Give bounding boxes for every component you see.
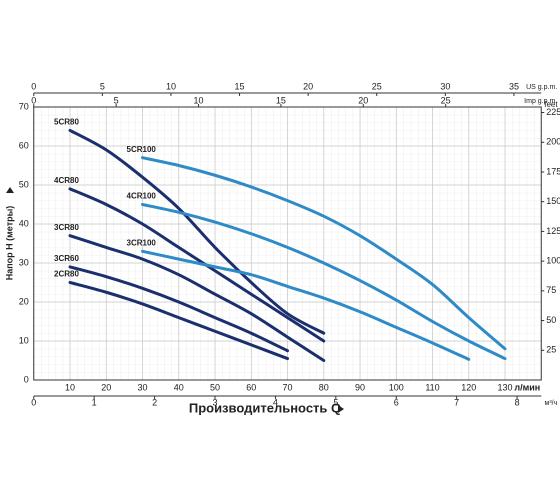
x-tick-label: 10 <box>65 382 75 392</box>
x-tick-label: 50 <box>210 382 220 392</box>
x-tick-label: 90 <box>355 382 365 392</box>
y-tick-label: 50 <box>19 179 29 189</box>
x-axis-label: Производительность Q <box>189 400 341 415</box>
y-tick-label: 60 <box>19 140 29 150</box>
axis-label: US g.p.m. <box>526 84 557 91</box>
series-label: 5CR100 <box>127 145 157 154</box>
arrow <box>6 187 14 193</box>
x-tick-label: 130 <box>497 382 512 392</box>
tick-label: 175 <box>546 166 560 176</box>
tick-label: 225 <box>546 107 560 117</box>
y-axis-label: Напор H (метры) <box>4 206 14 281</box>
x-tick-label: 80 <box>319 382 329 392</box>
curve <box>141 156 507 351</box>
tick-label: 25 <box>372 81 382 91</box>
x-tick-label: 120 <box>461 382 476 392</box>
tick-label: 15 <box>235 81 245 91</box>
tick-label: 2 <box>152 397 157 407</box>
tick-label: 5 <box>114 95 119 105</box>
tick-label: 7 <box>454 397 459 407</box>
tick-label: 50 <box>546 315 556 325</box>
tick-label: 200 <box>546 137 560 147</box>
curve <box>141 203 507 361</box>
tick-label: 15 <box>276 95 286 105</box>
x-tick-label: 30 <box>137 382 147 392</box>
tick-label: 10 <box>194 95 204 105</box>
tick-label: 4 <box>273 397 278 407</box>
tick-label: 6 <box>394 397 399 407</box>
tick-label: 25 <box>546 345 556 355</box>
y-tick-label: 70 <box>19 101 29 111</box>
x-tick-label: 60 <box>246 382 256 392</box>
tick-label: 100 <box>546 256 560 266</box>
axis-label: feet <box>544 100 558 109</box>
x-unit: л/мин <box>514 382 540 392</box>
tick-label: 1 <box>92 397 97 407</box>
y-tick-label: 0 <box>24 374 29 384</box>
curve <box>68 234 326 362</box>
tick-label: 10 <box>166 81 176 91</box>
series-label: 5CR80 <box>54 118 79 127</box>
y-tick-label: 40 <box>19 218 29 228</box>
arrow <box>338 405 344 413</box>
tick-label: 35 <box>509 81 519 91</box>
series-label: 3CR60 <box>54 254 79 263</box>
tick-label: 125 <box>546 226 560 236</box>
axis-label: м³/ч <box>545 400 558 407</box>
curve <box>68 281 289 361</box>
series-label: 3CR100 <box>127 238 157 247</box>
x-tick-label: 40 <box>174 382 184 392</box>
series-label: 3CR80 <box>54 223 79 232</box>
series-label: 2CR80 <box>54 270 79 279</box>
tick-label: 20 <box>358 95 368 105</box>
tick-label: 0 <box>31 81 36 91</box>
tick-label: 5 <box>100 81 105 91</box>
series-label: 4CR100 <box>127 192 157 201</box>
y-tick-label: 30 <box>19 257 29 267</box>
series-label: 4CR80 <box>54 176 79 185</box>
tick-label: 150 <box>546 196 560 206</box>
tick-label: 30 <box>440 81 450 91</box>
curve <box>68 128 326 335</box>
tick-label: 8 <box>515 397 520 407</box>
x-tick-label: 110 <box>425 382 439 392</box>
axis-label: Imp g.p.m. <box>524 98 557 105</box>
curve <box>68 265 289 353</box>
tick-label: 0 <box>31 95 36 105</box>
tick-label: 3 <box>212 397 217 407</box>
x-tick-label: 100 <box>389 382 404 392</box>
tick-label: 5 <box>333 397 338 407</box>
tick-label: 25 <box>441 95 451 105</box>
curve <box>68 187 326 343</box>
x-tick-label: 20 <box>101 382 111 392</box>
y-tick-label: 20 <box>19 296 29 306</box>
tick-label: 0 <box>31 397 36 407</box>
tick-label: 75 <box>546 285 556 295</box>
y-tick-label: 10 <box>19 335 29 345</box>
x-tick-label: 70 <box>282 382 292 392</box>
curve <box>141 249 471 361</box>
tick-label: 20 <box>303 81 313 91</box>
